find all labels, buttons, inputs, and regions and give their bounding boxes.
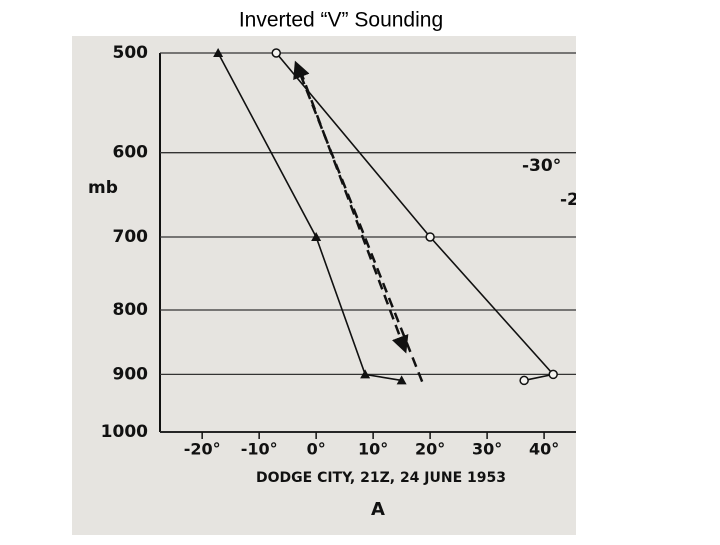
sounding-line xyxy=(275,52,555,382)
annotation: -30° xyxy=(522,156,561,176)
x-tick-label: 0° xyxy=(307,440,326,459)
sounding-line xyxy=(217,52,402,382)
x-axis-label: DODGE CITY, 21Z, 24 JUNE 1953 xyxy=(256,470,506,486)
y-tick-label: 700 xyxy=(113,227,149,247)
point-marker xyxy=(213,48,224,57)
x-tick-label: -20° xyxy=(184,440,221,459)
x-tick-label: -10° xyxy=(241,440,278,459)
point-marker xyxy=(360,369,371,379)
point-marker xyxy=(396,375,407,385)
scan-background xyxy=(72,36,576,535)
annotation: -2 xyxy=(560,190,579,210)
point-marker xyxy=(548,369,558,380)
x-tick-label: 20° xyxy=(415,440,445,459)
dashed-path xyxy=(299,69,409,354)
y-tick-label: 900 xyxy=(113,364,149,384)
x-tick-label: 40° xyxy=(529,440,559,459)
y-tick-label: 600 xyxy=(113,143,149,163)
point-marker xyxy=(425,232,435,242)
plot: 500 600 700 800 900 1000 -20° -10° 0° 10° 20° 30° 40… xyxy=(88,43,579,520)
chart-title: Inverted “V” Sounding xyxy=(239,9,443,32)
panel-label: A xyxy=(371,499,385,520)
point-marker xyxy=(519,375,529,386)
y-tick-label: 800 xyxy=(113,300,149,320)
x-tick-label: 10° xyxy=(358,440,388,459)
dashed-path xyxy=(293,60,424,383)
y-tick-label: 500 xyxy=(113,43,149,63)
y-axis-label: mb xyxy=(88,178,118,198)
point-marker xyxy=(271,48,282,58)
x-tick-label: 30° xyxy=(472,440,502,459)
y-tick-label: 1000 xyxy=(101,422,148,442)
point-marker xyxy=(311,231,322,241)
